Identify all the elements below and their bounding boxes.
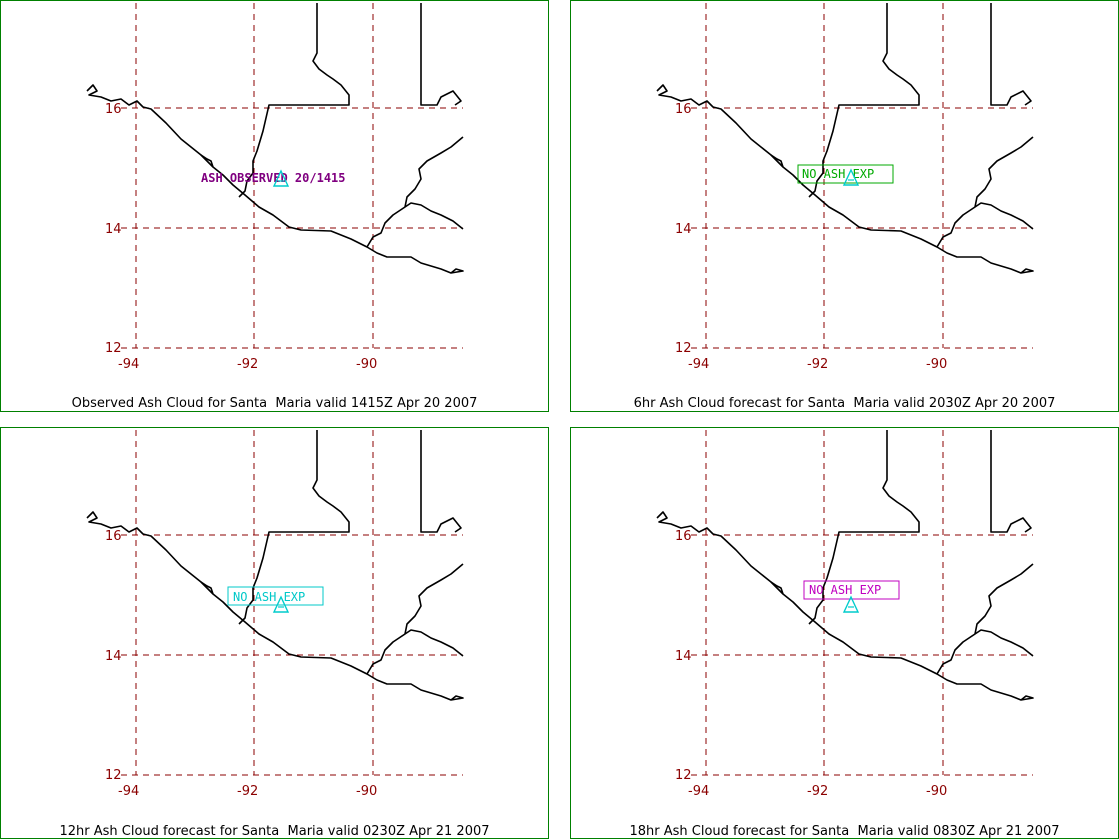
country-border <box>404 563 464 635</box>
country-border <box>200 581 214 595</box>
latitude-label: 16 <box>105 529 122 544</box>
country-border <box>420 3 462 106</box>
country-border <box>404 136 464 208</box>
ash-label-box <box>227 586 324 606</box>
latitude-label: 12 <box>105 768 122 783</box>
longitude-label: -90 <box>926 357 947 372</box>
longitude-label: -90 <box>356 357 377 372</box>
forecast-18hr-panel: 16 14 12 -94 -92 -90 NO ASH EXP 18hr Ash Cloud… <box>570 427 1119 839</box>
latitude-label: 16 <box>675 102 692 117</box>
volcano-triangle-icon <box>272 595 290 613</box>
latitude-label: 14 <box>675 222 692 237</box>
panel-caption: 12hr Ash Cloud forecast for Santa Maria … <box>59 824 490 839</box>
volcano-triangle-outline <box>842 168 860 186</box>
coastline <box>656 84 1034 274</box>
ash-status-label: NO ASH EXP <box>809 583 881 597</box>
latitude-label: 12 <box>105 341 122 356</box>
country-border <box>238 430 350 625</box>
longitude-label: -92 <box>237 784 258 799</box>
map-svg: 16 14 12-94 -92 -90 ASH OBSERVED 20/1415 <box>86 3 464 372</box>
panel-caption: 18hr Ash Cloud forecast for Santa Maria … <box>629 824 1060 839</box>
latitude-label: 14 <box>675 649 692 664</box>
ash-status-label: NO ASH EXP <box>233 590 305 604</box>
map-svg: 16 14 12-94 -92 -90 NO ASH EXP <box>656 3 1034 372</box>
coastline <box>86 511 464 701</box>
country-border <box>974 136 1034 208</box>
volcano-triangle-outline <box>272 169 290 187</box>
country-border <box>200 154 214 168</box>
country-border <box>420 430 462 533</box>
observed-ash-panel: 16 14 12 -94 -92 -90 ASH OBSERVED 20/1415 Obse… <box>0 0 549 412</box>
latitude-label: 14 <box>105 649 122 664</box>
country-border <box>808 430 920 625</box>
country-border <box>936 629 1034 675</box>
country-border <box>770 154 784 168</box>
country-border <box>990 3 1032 106</box>
panel-caption: 6hr Ash Cloud forecast for Santa Maria v… <box>633 396 1056 411</box>
longitude-label: -92 <box>807 784 828 799</box>
country-border <box>366 629 464 675</box>
volcano-triangle-outline <box>272 595 290 613</box>
longitude-label: -92 <box>237 357 258 372</box>
forecast-12hr-panel: 16 14 12 -94 -92 -90 NO ASH EXP 12hr Ash Cloud… <box>0 427 549 839</box>
country-border <box>238 3 350 198</box>
coastline <box>86 84 464 274</box>
longitude-label: -94 <box>118 784 139 799</box>
longitude-label: -94 <box>688 784 709 799</box>
country-border <box>808 3 920 198</box>
map-svg: 16 14 12-94 -92 -90 NO ASH EXP <box>656 430 1034 799</box>
latitude-label: 16 <box>675 529 692 544</box>
volcano-triangle-icon <box>272 169 290 187</box>
country-border <box>974 563 1034 635</box>
longitude-label: -90 <box>356 784 377 799</box>
longitude-label: -94 <box>688 357 709 372</box>
latitude-label: 12 <box>675 768 692 783</box>
country-border <box>770 581 784 595</box>
country-border <box>936 202 1034 248</box>
map-svg: 16 14 12-94 -92 -90 NO ASH EXP <box>86 430 464 799</box>
forecast-6hr-panel: 16 14 12 -94 -92 -90 NO ASH EXP 6hr Ash Cloud … <box>570 0 1119 412</box>
latitude-label: 14 <box>105 222 122 237</box>
panel-caption: Observed Ash Cloud for Santa Maria valid… <box>71 396 478 411</box>
volcano-triangle-outline <box>842 595 860 613</box>
latitude-label: 16 <box>105 102 122 117</box>
longitude-label: -94 <box>118 357 139 372</box>
ash-status-label: NO ASH EXP <box>802 167 874 181</box>
volcano-triangle-icon <box>842 168 860 186</box>
ash-status-label: ASH OBSERVED 20/1415 <box>201 171 346 185</box>
latitude-label: 12 <box>675 341 692 356</box>
longitude-label: -92 <box>807 357 828 372</box>
volcano-triangle-icon <box>842 595 860 613</box>
country-border <box>990 430 1032 533</box>
country-border <box>366 202 464 248</box>
coastline <box>656 511 1034 701</box>
longitude-label: -90 <box>926 784 947 799</box>
